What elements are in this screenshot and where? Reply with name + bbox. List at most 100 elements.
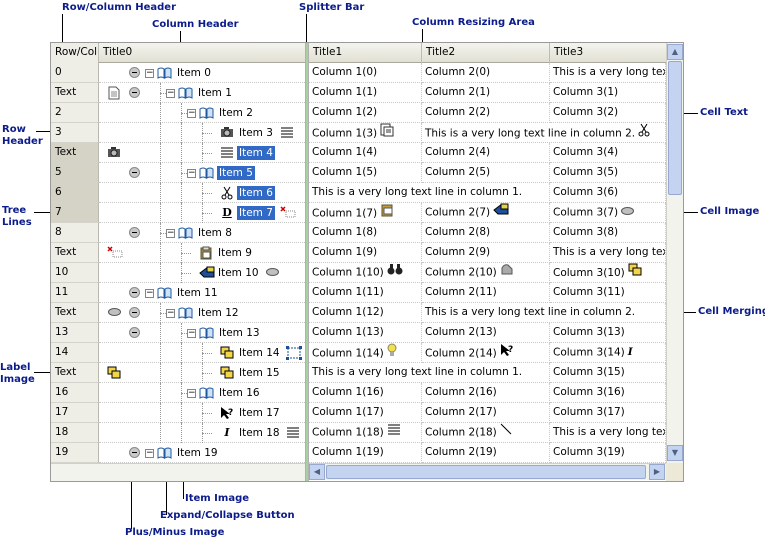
data-row[interactable]: Column 1(0) Column 2(0) This is a very lon… (309, 63, 666, 83)
tree-row[interactable]: 17? Item 17 (51, 403, 305, 423)
row-header[interactable]: Text (51, 243, 99, 263)
grid-cell[interactable]: Column 3(5) (550, 163, 666, 183)
item-label[interactable]: Item 11 (177, 287, 218, 299)
grid-cell[interactable]: Column 2(4) (422, 143, 550, 163)
grid-cell[interactable]: This is a very long text li (550, 423, 666, 443)
data-row[interactable]: This is a very long text line in column … (309, 363, 666, 383)
item-label[interactable]: Item 13 (219, 327, 260, 339)
tree-cell[interactable]: − Item 13 (99, 323, 305, 343)
grid-cell[interactable]: Column 3(2) (550, 103, 666, 123)
row-header[interactable]: Text (51, 143, 99, 163)
item-label[interactable]: Item 10 (218, 267, 259, 279)
grid-cell[interactable]: Column 3(19) (550, 443, 666, 463)
column-header-title1[interactable]: Title1 (309, 43, 422, 63)
item-label[interactable]: Item 1 (198, 87, 232, 99)
grid-cell[interactable]: Column 1(1) (309, 83, 422, 103)
item-label[interactable]: Item 12 (198, 307, 239, 319)
item-label[interactable]: Item 5 (217, 166, 255, 180)
row-header[interactable]: Text (51, 363, 99, 383)
row-header[interactable]: 17 (51, 403, 99, 423)
row-header[interactable]: 2 (51, 103, 99, 123)
tree-row[interactable]: 11 − Item 11 (51, 283, 305, 303)
expand-collapse-button[interactable]: − (145, 68, 154, 78)
row-header[interactable]: 8 (51, 223, 99, 243)
data-row[interactable]: Column 1(9) Column 2(9) This is a very lon… (309, 243, 666, 263)
row-header[interactable]: 13 (51, 323, 99, 343)
grid-cell[interactable]: Column 3(15) (550, 363, 666, 383)
column-header-title3[interactable]: Title3 (554, 46, 584, 58)
grid-cell[interactable]: Column 1(3) (309, 123, 422, 143)
grid-cell[interactable]: This is a very long text li (550, 243, 666, 263)
tree-cell[interactable]: Item 10 (99, 263, 305, 283)
grid-cell[interactable]: Column 3(14) I (550, 343, 666, 363)
grid-cell[interactable]: Column 1(19) (309, 443, 422, 463)
data-row[interactable]: Column 1(17) Column 2(17) Column 3(17) (309, 403, 666, 423)
tree-row[interactable]: 14 Item 14 (51, 343, 305, 363)
grid-cell[interactable]: This is a very long text li (550, 63, 666, 83)
tree-cell[interactable]: D Item 7 (99, 203, 305, 223)
row-col-header[interactable]: Row/Col (51, 43, 99, 63)
tree-row[interactable]: 10 Item 10 (51, 263, 305, 283)
item-label[interactable]: Item 8 (198, 227, 232, 239)
grid-cell[interactable]: This is a very long text line in column … (309, 363, 550, 383)
grid-cell[interactable]: Column 2(17) (422, 403, 550, 423)
row-header[interactable]: 18 (51, 423, 99, 443)
data-row[interactable]: Column 1(14) Column 2(14)? Column 3(14) I (309, 343, 666, 363)
data-row[interactable]: This is a very long text line in column … (309, 183, 666, 203)
tree-row[interactable]: 19 − Item 19 (51, 443, 305, 463)
left-pane[interactable]: Row/Col Title0 0− Item 0 Text − Item 1 2− Item… (51, 43, 305, 463)
data-row[interactable]: Column 1(2) Column 2(2) Column 3(2) (309, 103, 666, 123)
data-row[interactable]: Column 1(7) Column 2(7) Column 3(7) (309, 203, 666, 223)
data-row[interactable]: Column 1(10) Column 2(10) Column 3(10) (309, 263, 666, 283)
tree-row[interactable]: 18 I Item 18 (51, 423, 305, 443)
vertical-scrollbar[interactable]: ▲ ▼ (666, 43, 683, 463)
grid-cell[interactable]: Column 1(4) (309, 143, 422, 163)
grid-cell[interactable]: Column 1(9) (309, 243, 422, 263)
grid-cell[interactable]: Column 3(6) (550, 183, 666, 203)
grid-cell[interactable]: Column 2(2) (422, 103, 550, 123)
row-header[interactable]: 19 (51, 443, 99, 463)
tree-row[interactable]: 5 − Item 5 (51, 163, 305, 183)
tree-row[interactable]: Text Item 9 (51, 243, 305, 263)
grid-cell[interactable]: Column 2(19) (422, 443, 550, 463)
row-header[interactable]: Text (51, 303, 99, 323)
item-label[interactable]: Item 17 (239, 407, 280, 419)
item-label[interactable]: Item 19 (177, 447, 218, 459)
grid-cell[interactable]: Column 3(17) (550, 403, 666, 423)
grid-cell[interactable]: Column 2(16) (422, 383, 550, 403)
grid-cell[interactable]: Column 2(1) (422, 83, 550, 103)
data-row[interactable]: Column 1(16) Column 2(16) Column 3(16) (309, 383, 666, 403)
grid-cell[interactable]: This is a very long text line in column … (422, 123, 666, 143)
tree-row[interactable]: 16 − Item 16 (51, 383, 305, 403)
item-label[interactable]: Item 16 (219, 387, 260, 399)
data-row[interactable]: Column 1(4) Column 2(4) Column 3(4) (309, 143, 666, 163)
grid-cell[interactable]: This is a very long text line in column … (422, 303, 666, 323)
tree-row[interactable]: Text Item 4 (51, 143, 305, 163)
row-header[interactable]: 5 (51, 163, 99, 183)
grid-cell[interactable]: Column 1(7) (309, 203, 422, 223)
grid-cell[interactable]: Column 2(18) (422, 423, 550, 443)
item-label[interactable]: Item 4 (237, 146, 275, 160)
row-header[interactable]: 7 (51, 203, 99, 223)
expand-collapse-button[interactable]: − (187, 328, 196, 338)
tree-cell[interactable]: I Item 18 (99, 423, 305, 443)
horizontal-scroll-thumb[interactable] (326, 465, 646, 479)
tree-row[interactable]: 13 − Item 13 (51, 323, 305, 343)
tree-cell[interactable]: Item 9 (99, 243, 305, 263)
grid-cell[interactable]: Column 3(1) (550, 83, 666, 103)
row-header[interactable]: 11 (51, 283, 99, 303)
row-header[interactable]: Text (51, 83, 99, 103)
tree-row[interactable]: Text − Item 12 (51, 303, 305, 323)
scroll-left-button[interactable]: ◀ (309, 464, 325, 480)
data-row[interactable]: Column 1(13) Column 2(13) Column 3(13) (309, 323, 666, 343)
row-header[interactable]: 14 (51, 343, 99, 363)
data-row[interactable]: Column 1(3) This is a very long text line… (309, 123, 666, 143)
data-row[interactable]: Column 1(11) Column 2(11) Column 3(11) (309, 283, 666, 303)
grid-cell[interactable]: Column 2(9) (422, 243, 550, 263)
tree-cell[interactable]: Item 4 (99, 143, 305, 163)
expand-collapse-button[interactable]: − (166, 308, 175, 318)
row-header[interactable]: 3 (51, 123, 99, 143)
tree-cell[interactable]: − Item 16 (99, 383, 305, 403)
grid-cell[interactable]: Column 3(10) (550, 263, 666, 283)
tree-cell[interactable]: Item 6 (99, 183, 305, 203)
